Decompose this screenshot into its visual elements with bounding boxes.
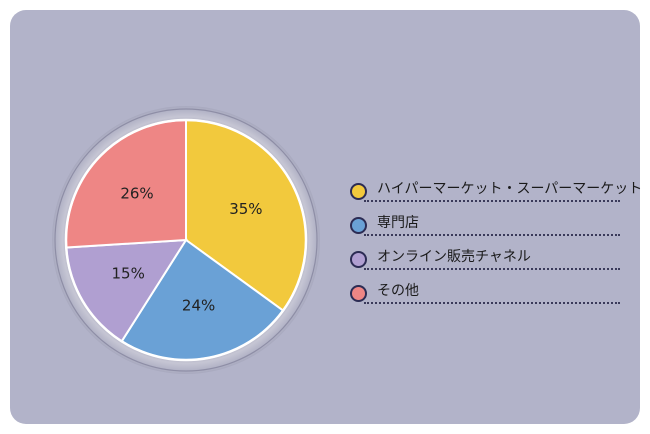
legend-dotted-line xyxy=(364,268,620,270)
legend-item: その他 xyxy=(350,282,620,316)
legend-item: オンライン販売チャネル xyxy=(350,248,620,282)
legend: ハイパーマーケット・スーパーマーケット 専門店オンライン販売チャネル その他 xyxy=(350,180,642,316)
legend-item: 専門店 xyxy=(350,214,620,248)
pie-halo-ring xyxy=(54,108,318,372)
legend-label: その他 xyxy=(377,283,419,299)
legend-marker xyxy=(350,251,367,268)
legend-marker xyxy=(350,285,367,302)
slice-value-label-2: 24% xyxy=(182,297,215,315)
pie-outline xyxy=(64,118,308,362)
slice-value-label-1: 35% xyxy=(229,200,262,218)
legend-item: ハイパーマーケット・スーパーマーケット xyxy=(350,180,642,214)
pie-chart-svg: 35% 24% 15% 26% xyxy=(52,106,320,374)
legend-marker xyxy=(350,217,367,234)
legend-label: ハイパーマーケット・スーパーマーケット xyxy=(377,181,643,197)
chart-card: 35% 24% 15% 26% ハイパーマーケット・スーパーマーケット 専門店オンライン… xyxy=(10,10,642,424)
legend-dotted-line xyxy=(364,302,620,304)
legend-label: 専門店 xyxy=(377,215,419,231)
slice-value-label-4: 26% xyxy=(120,184,153,202)
slice-value-label-3: 15% xyxy=(111,265,144,283)
legend-label: オンライン販売チャネル xyxy=(377,249,531,265)
pie-chart: 35% 24% 15% 26% xyxy=(52,106,320,374)
legend-marker xyxy=(350,183,367,200)
legend-dotted-line xyxy=(364,234,620,236)
legend-dotted-line xyxy=(364,200,620,202)
